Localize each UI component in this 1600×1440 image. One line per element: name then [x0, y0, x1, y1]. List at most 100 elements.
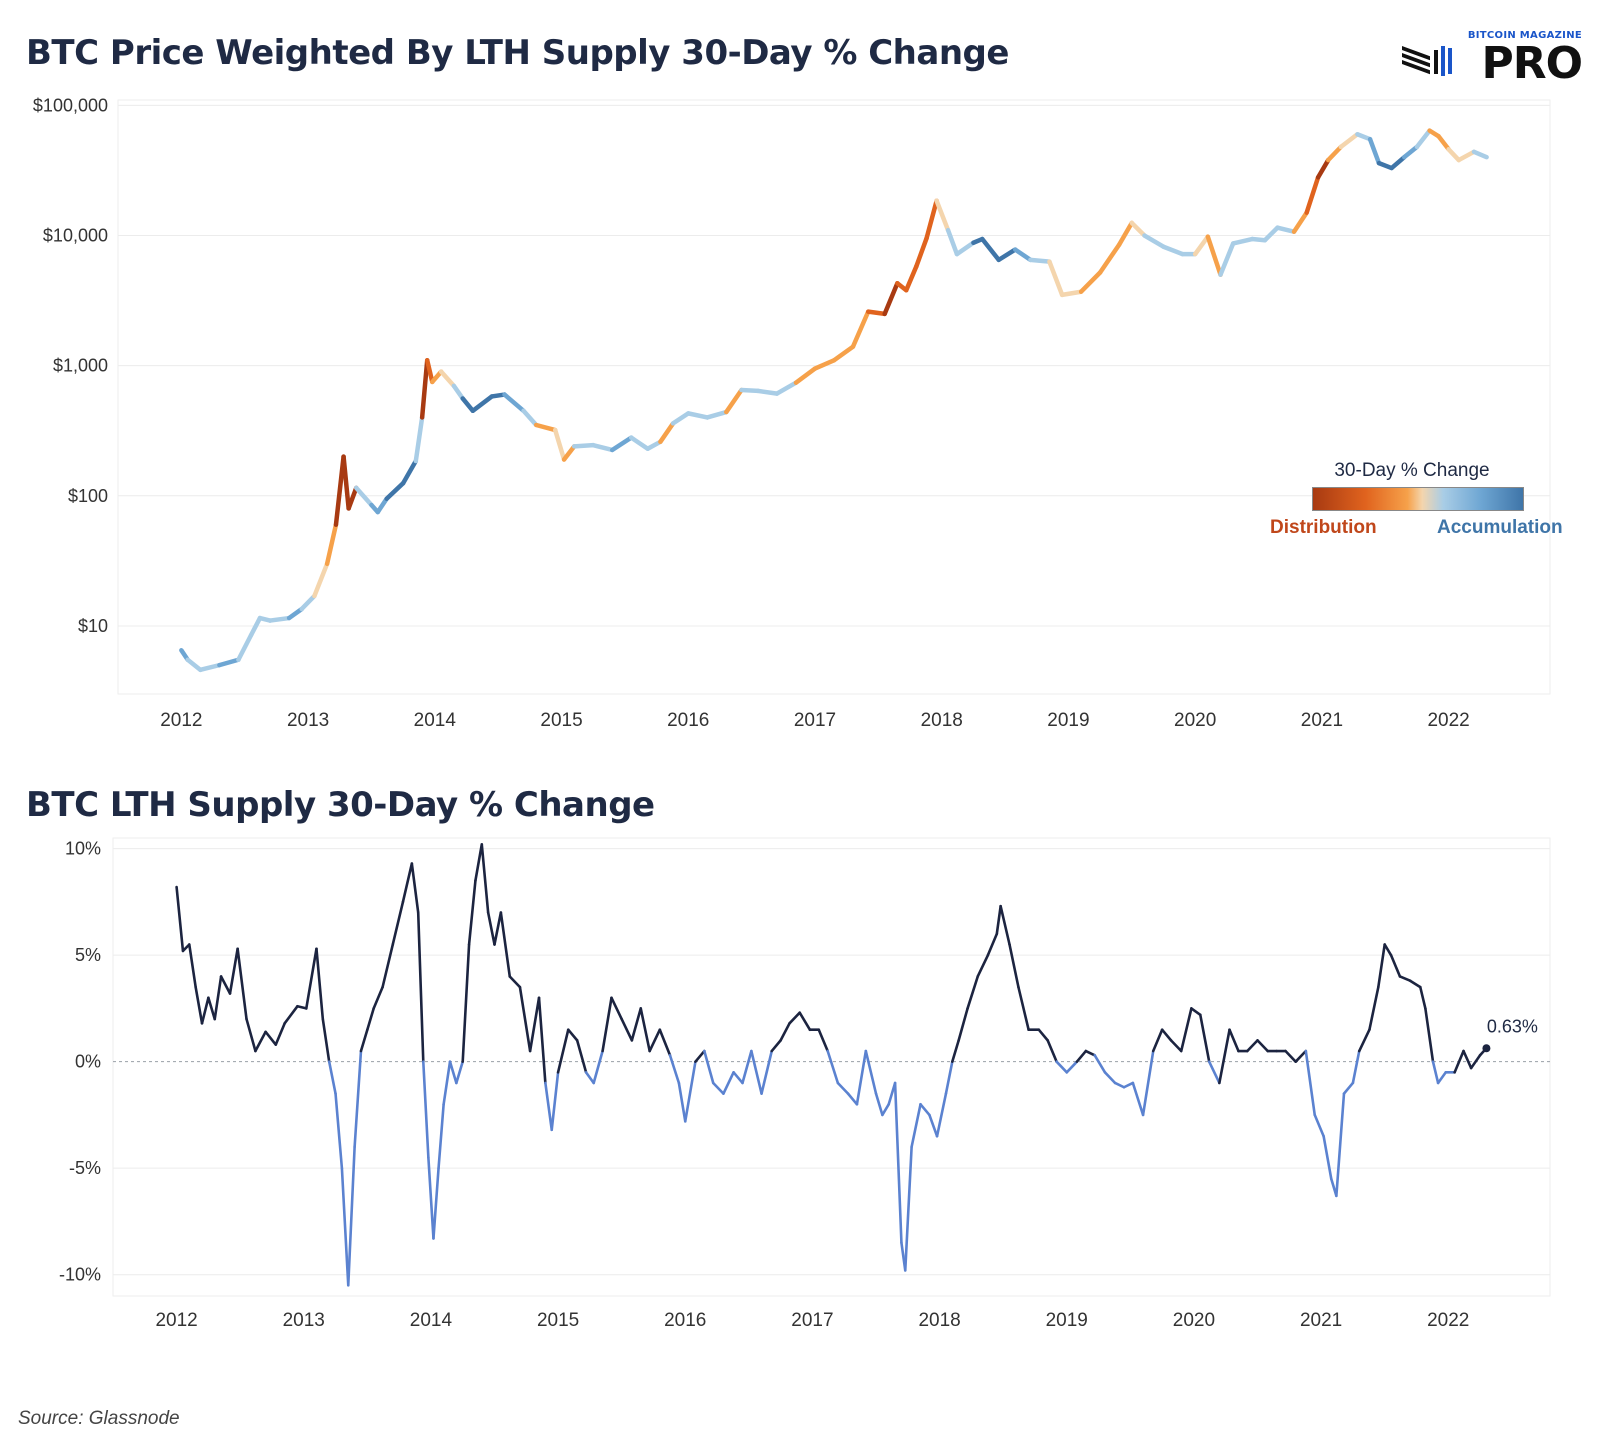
change-segment [327, 1060, 337, 1095]
price-segment [670, 411, 691, 426]
change-segment [1017, 985, 1030, 1032]
change-segment [779, 1022, 791, 1042]
price-segment [1325, 144, 1344, 163]
change-segment [1113, 1081, 1126, 1089]
x-tick-label: 2022 [1427, 710, 1469, 731]
price-segment [774, 380, 799, 396]
change-segment [455, 1060, 465, 1085]
price-segment [1059, 289, 1084, 298]
price-segment [502, 392, 526, 414]
price-segment [850, 309, 871, 349]
price-segment [333, 454, 346, 527]
change-segment [1218, 1028, 1231, 1085]
y-tick-label: 5% [75, 945, 101, 965]
change-segment [437, 1102, 445, 1170]
change-segment [1294, 1049, 1308, 1063]
price-segment [299, 593, 317, 612]
y-tick-label: $1,000 [53, 356, 108, 376]
price-segment [217, 657, 241, 668]
price-segment [460, 396, 476, 414]
change-segment [200, 996, 210, 1025]
change-segment [1228, 1028, 1240, 1053]
price-segment [903, 264, 919, 293]
change-segment [236, 947, 248, 1021]
last-value-label: 0.63% [1487, 1016, 1538, 1036]
change-segment [610, 996, 623, 1021]
change-segment [296, 1004, 308, 1010]
change-segment [1431, 1060, 1440, 1085]
price-segment [1218, 241, 1236, 277]
legend-gradient-bar [1312, 487, 1524, 511]
change-segment [1198, 1013, 1211, 1063]
change-segment [421, 1060, 430, 1159]
change-segment [919, 1102, 931, 1117]
x-tick-label: 2021 [1300, 1310, 1342, 1331]
price-segment [1414, 128, 1432, 150]
chart2-title: BTC LTH Supply 30-Day % Change [26, 785, 655, 825]
price-segment [1291, 210, 1309, 234]
price-segment [341, 454, 351, 511]
logo-top-text: BITCOIN MAGAZINE [1467, 30, 1582, 41]
bitcoin-magazine-pro-logo: BITCOIN MAGAZINE PRO [1402, 30, 1583, 89]
change-segment [957, 1007, 969, 1042]
change-segment [846, 1092, 859, 1106]
change-segment [903, 1145, 913, 1272]
price-segment [812, 358, 837, 371]
price-segment [353, 485, 374, 508]
y-tick-label: $100,000 [33, 95, 108, 115]
change-segment [1075, 1049, 1088, 1063]
price-segment [267, 615, 292, 623]
legend-distribution-label: Distribution [1270, 517, 1377, 538]
change-segment [1055, 1060, 1069, 1074]
price-segment [882, 280, 900, 317]
price-segment [561, 444, 577, 462]
y-tick-label: $100 [68, 486, 108, 506]
price-segment [914, 236, 929, 269]
change-segment [760, 1049, 774, 1095]
change-segment [1093, 1053, 1107, 1074]
price-segment [236, 632, 254, 662]
logo-main-text: PRO [1481, 38, 1583, 89]
price-segment [1389, 154, 1407, 171]
change-segment [648, 1028, 662, 1053]
price-segment [1446, 147, 1462, 163]
change-segment [228, 947, 239, 995]
change-segment [486, 911, 496, 946]
x-tick-label: 2015 [540, 710, 582, 731]
x-tick-label: 2014 [414, 710, 457, 731]
change-segment [1418, 985, 1427, 1010]
change-segment [798, 1011, 812, 1032]
price-segment [1304, 175, 1321, 215]
price-segment [1315, 157, 1331, 180]
x-tick-label: 2015 [537, 1310, 579, 1331]
lth-change-chart: -10% -5% 0% 5% 10% 2012 2013 2014 2015 2016 2017 20… [59, 837, 1551, 1331]
price-segment [686, 411, 710, 420]
change-segment [550, 1071, 560, 1132]
source-note: Source: Glassnode [18, 1408, 180, 1429]
change-segment [995, 904, 1002, 936]
change-segment [1469, 1053, 1482, 1070]
change-segment [1046, 1039, 1058, 1063]
change-segment [1342, 1081, 1355, 1095]
change-segment [1383, 943, 1393, 957]
change-segment [592, 1049, 604, 1085]
price-segment [1047, 259, 1065, 298]
price-segment [438, 369, 457, 389]
change-segment [175, 885, 185, 953]
change-segment [1122, 1081, 1135, 1089]
change-segment [1284, 1049, 1297, 1063]
price-segment [1338, 132, 1360, 150]
x-tick-label: 2016 [664, 1310, 706, 1331]
change-segment [893, 1081, 903, 1245]
change-segment [1179, 1007, 1193, 1053]
change-segment [334, 1092, 344, 1170]
x-tick-label: 2018 [918, 1310, 960, 1331]
change-segment [467, 879, 477, 946]
x-tick-label: 2019 [1047, 710, 1089, 731]
change-segment [1084, 1049, 1097, 1057]
change-segment [528, 996, 541, 1053]
change-segment [1357, 1028, 1371, 1053]
last-value-marker [1482, 1044, 1491, 1053]
change-segment [480, 843, 490, 914]
change-segment [976, 953, 990, 978]
